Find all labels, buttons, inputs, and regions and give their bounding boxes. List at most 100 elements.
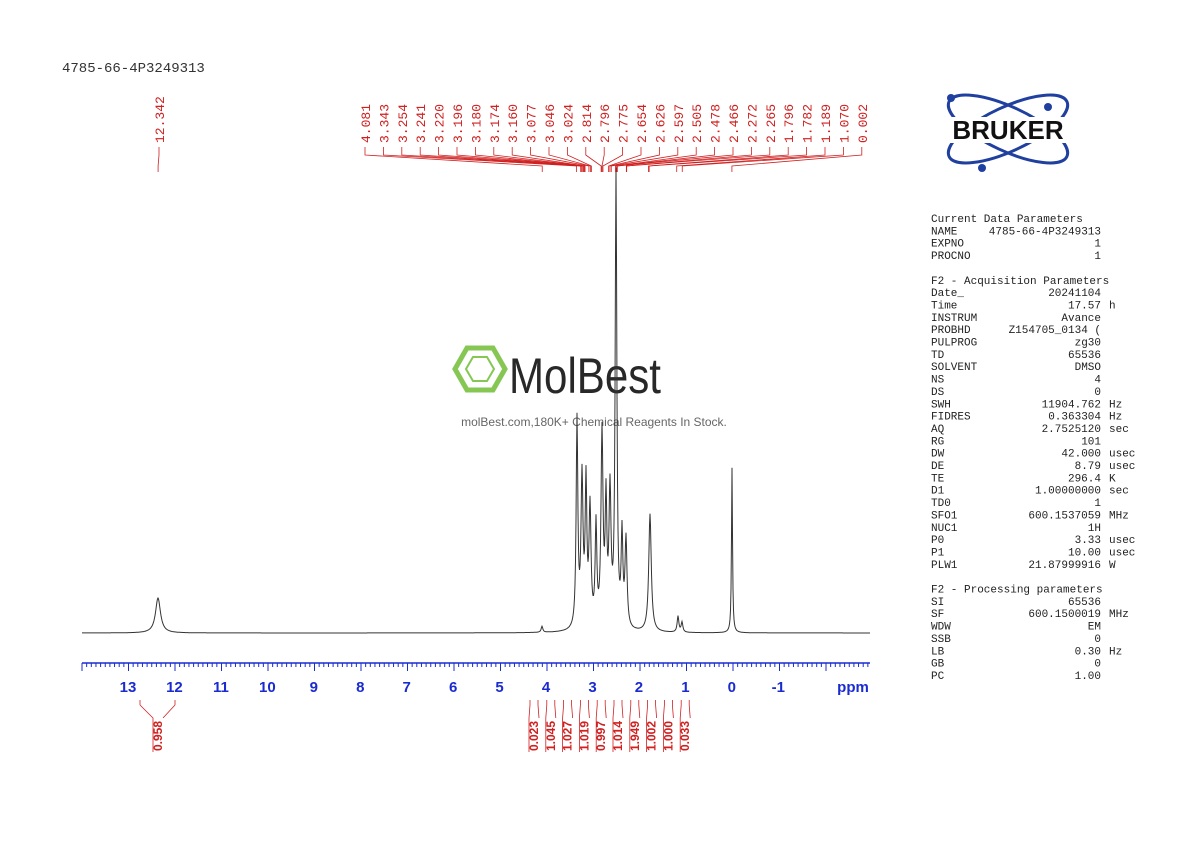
param-name: NAME [931,226,958,238]
peak-leader [493,147,585,172]
integral-bracket [562,700,573,752]
peak-label: 2.272 [745,104,760,143]
x-tick-label: 12 [166,679,183,696]
peak-label: 1.796 [782,104,797,143]
peak-leader [616,147,734,172]
x-tick-label: 13 [120,679,137,696]
param-unit: MHz [1109,510,1129,522]
x-tick-label: 6 [449,679,457,696]
param-name: PC [931,671,945,683]
param-value: 42.000 [1061,449,1101,461]
x-axis-unit: ppm [837,679,869,696]
peak-label: 2.796 [598,104,613,143]
param-name: P0 [931,535,944,547]
peak-leader [511,147,586,172]
integral-label: 0.023 [527,721,541,751]
param-value: 0.30 [1075,646,1101,658]
integral-label: 1.014 [611,721,625,751]
param-value: 3.33 [1075,535,1101,547]
integral-label: 0.958 [151,721,165,751]
param-name: LB [931,646,945,658]
bruker-logo: BRUKER [925,93,1091,172]
integral-bracket [579,700,590,752]
param-unit: W [1109,560,1116,572]
param-value: 101 [1081,436,1101,448]
sample-name: 4785-66-4P3249313 [62,61,205,77]
param-name: EXPNO [931,239,964,251]
integral-bracket [663,700,674,752]
param-value: zg30 [1075,338,1101,350]
integral-bracket [612,700,624,752]
param-name: WDW [931,622,951,634]
param-unit: K [1109,473,1116,485]
peak-leader [601,147,605,172]
param-name: INSTRUM [931,313,977,325]
peak-leader [602,147,623,172]
peak-leader [626,147,771,172]
peak-label: 3.024 [561,104,576,143]
param-name: GB [931,659,945,671]
peak-leader [616,147,715,172]
peak-leader [676,147,826,172]
x-tick-label: 0 [728,679,736,696]
param-name: AQ [931,424,945,436]
peak-leader [609,147,660,172]
peak-label: 3.343 [377,104,392,143]
peak-leader [567,147,592,172]
param-value: 296.4 [1068,473,1101,485]
peak-label: 1.782 [801,104,816,143]
watermark-brand: MolBest [509,348,661,404]
param-name: SWH [931,399,951,411]
param-value: 65536 [1068,597,1101,609]
peak-label: 4.081 [359,104,374,143]
param-value: 2.7525120 [1042,424,1101,436]
param-value: 1 [1094,251,1101,263]
peak-label: 2.775 [617,104,632,143]
peak-label: 2.814 [580,104,595,143]
param-name: D1 [931,486,945,498]
param-value: 1 [1094,239,1101,251]
param-value: 8.79 [1075,461,1101,473]
x-tick-label: -1 [772,679,785,696]
peak-label: 2.478 [709,104,724,143]
peak-label: 2.654 [635,104,650,143]
param-name: SI [931,597,944,609]
x-tick-label: 5 [495,679,503,696]
peak-leader [548,147,591,172]
peak-label: 3.196 [451,104,466,143]
param-value: 1.00 [1075,671,1101,683]
param-value: 1 [1094,498,1101,510]
param-value: 0 [1094,387,1101,399]
x-tick-label: 7 [403,679,411,696]
integral-bracket [528,700,540,752]
peak-leader [438,147,583,172]
peak-label: 1.189 [819,104,834,143]
param-value: 4 [1094,375,1101,387]
x-tick-label: 3 [588,679,596,696]
integral-bracket [679,700,691,752]
peak-label: 3.220 [433,104,448,143]
peak-label: 2.505 [690,104,705,143]
peak-leader [364,147,543,172]
peak-label: 3.174 [488,104,503,143]
x-tick-label: 11 [213,679,229,696]
param-name: TE [931,473,945,485]
param-name: TD [931,350,945,362]
peak-leader [419,147,582,172]
param-value: 17.57 [1068,300,1101,312]
param-value: DMSO [1075,362,1102,374]
param-unit: usec [1109,449,1135,461]
peak-label: 2.466 [727,104,742,143]
peak-label: 12.342 [153,96,168,143]
param-unit: Hz [1109,412,1122,424]
param-name: Date_ [931,288,964,300]
param-name: TD0 [931,498,951,510]
watermark-tagline: molBest.com,180K+ Chemical Reagents In S… [461,415,727,429]
x-tick-label: 9 [310,679,318,696]
peak-label: 2.597 [672,104,687,143]
param-name: PLW1 [931,560,958,572]
param-name: PULPROG [931,338,977,350]
peak-label: 3.160 [506,104,521,143]
